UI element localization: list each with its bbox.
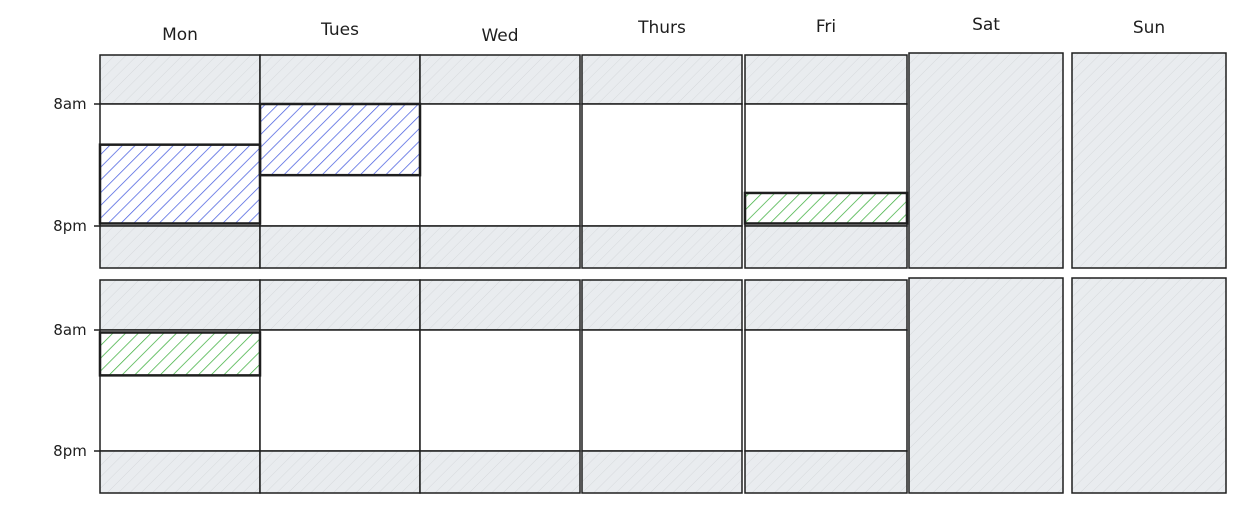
weekend-block [1071, 277, 1227, 494]
day-cell-sat[interactable] [908, 277, 1064, 494]
off-hours-morning [744, 54, 908, 105]
day-header-wed: Wed [481, 26, 518, 46]
off-hours-evening [744, 225, 908, 269]
day-header-thurs: Thurs [637, 18, 686, 38]
off-hours-morning [419, 54, 581, 105]
day-cell-fri[interactable] [744, 54, 908, 269]
working-hours [744, 329, 908, 452]
working-hours [581, 329, 743, 452]
off-hours-morning [744, 279, 908, 331]
event-block-blue[interactable] [98, 143, 262, 225]
time-label-end: 8pm [53, 442, 87, 460]
weekend-block [908, 52, 1064, 269]
day-header-sun: Sun [1133, 18, 1165, 38]
day-header-tues: Tues [320, 20, 359, 40]
day-cell-fri[interactable] [744, 279, 908, 494]
time-label-start: 8am [53, 321, 86, 339]
off-hours-evening [259, 450, 421, 494]
day-cell-wed[interactable] [419, 54, 581, 269]
off-hours-evening [419, 450, 581, 494]
time-label-start: 8am [53, 95, 86, 113]
day-cell-thurs[interactable] [581, 279, 743, 494]
day-cell-thurs[interactable] [581, 54, 743, 269]
event-block-blue[interactable] [258, 102, 422, 177]
day-cell-sun[interactable] [1071, 277, 1227, 494]
working-hours [419, 103, 581, 227]
off-hours-evening [99, 225, 261, 269]
off-hours-morning [419, 279, 581, 331]
off-hours-morning [581, 54, 743, 105]
off-hours-morning [581, 279, 743, 331]
day-cell-sat[interactable] [908, 52, 1064, 269]
off-hours-evening [99, 450, 261, 494]
off-hours-morning [99, 279, 261, 331]
day-cell-mon[interactable] [99, 279, 261, 494]
day-cell-tues[interactable] [259, 279, 421, 494]
day-header-fri: Fri [816, 17, 836, 37]
off-hours-morning [99, 54, 261, 105]
weekend-block [1071, 52, 1227, 269]
off-hours-evening [581, 225, 743, 269]
off-hours-morning [259, 279, 421, 331]
event-block-green[interactable] [98, 331, 262, 377]
off-hours-morning [259, 54, 421, 105]
working-hours [581, 103, 743, 227]
day-header-mon: Mon [162, 25, 198, 45]
off-hours-evening [419, 225, 581, 269]
off-hours-evening [581, 450, 743, 494]
time-label-end: 8pm [53, 217, 87, 235]
day-cell-sun[interactable] [1071, 52, 1227, 269]
weekend-block [908, 277, 1064, 494]
working-hours [259, 329, 421, 452]
week-1: 8am 8pm [53, 52, 1227, 269]
day-cell-wed[interactable] [419, 279, 581, 494]
working-hours [419, 329, 581, 452]
off-hours-evening [744, 450, 908, 494]
week-2: 8am 8pm [53, 277, 1227, 494]
day-header-sat: Sat [972, 15, 1000, 35]
off-hours-evening [259, 225, 421, 269]
event-block-green[interactable] [743, 191, 909, 225]
